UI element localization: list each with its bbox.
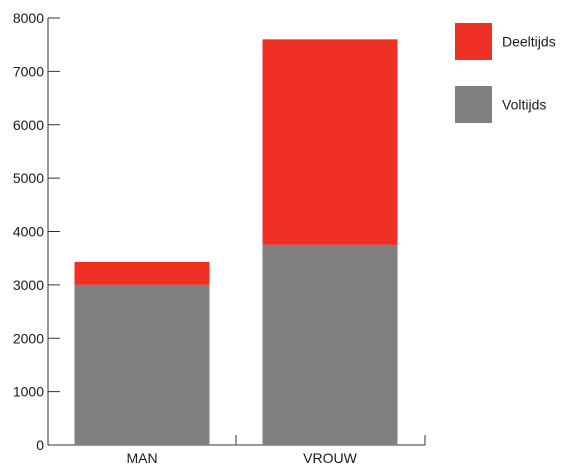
y-tick-label: 5000 — [13, 170, 44, 186]
bar-vrouw-deeltijds — [262, 39, 398, 245]
legend: Deeltijds Voltijds — [455, 23, 556, 123]
y-tick-label: 4000 — [13, 224, 44, 240]
bars — [74, 39, 398, 445]
legend-swatch-voltijds — [455, 86, 492, 123]
y-tick-label: 2000 — [13, 330, 44, 346]
x-tick-label: MAN — [126, 450, 157, 465]
x-tick-label: VROUW — [303, 450, 357, 465]
y-tick-label: 7000 — [13, 63, 44, 79]
bar-man-deeltijds — [74, 261, 210, 285]
legend-label-voltijds: Voltijds — [502, 97, 546, 113]
bar-vrouw-voltijds — [262, 244, 398, 445]
legend-label-deeltijds: Deeltijds — [502, 34, 556, 50]
bar-man-voltijds — [74, 284, 210, 445]
y-tick-label: 6000 — [13, 117, 44, 133]
y-tick-label: 3000 — [13, 277, 44, 293]
y-tick-label: 8000 — [13, 10, 44, 26]
y-tick-label: 1000 — [13, 384, 44, 400]
y-axis: 0 1000 2000 3000 4000 5000 6000 7000 8000 — [13, 10, 60, 453]
legend-swatch-deeltijds — [455, 23, 492, 60]
y-tick-label: 0 — [36, 437, 44, 453]
